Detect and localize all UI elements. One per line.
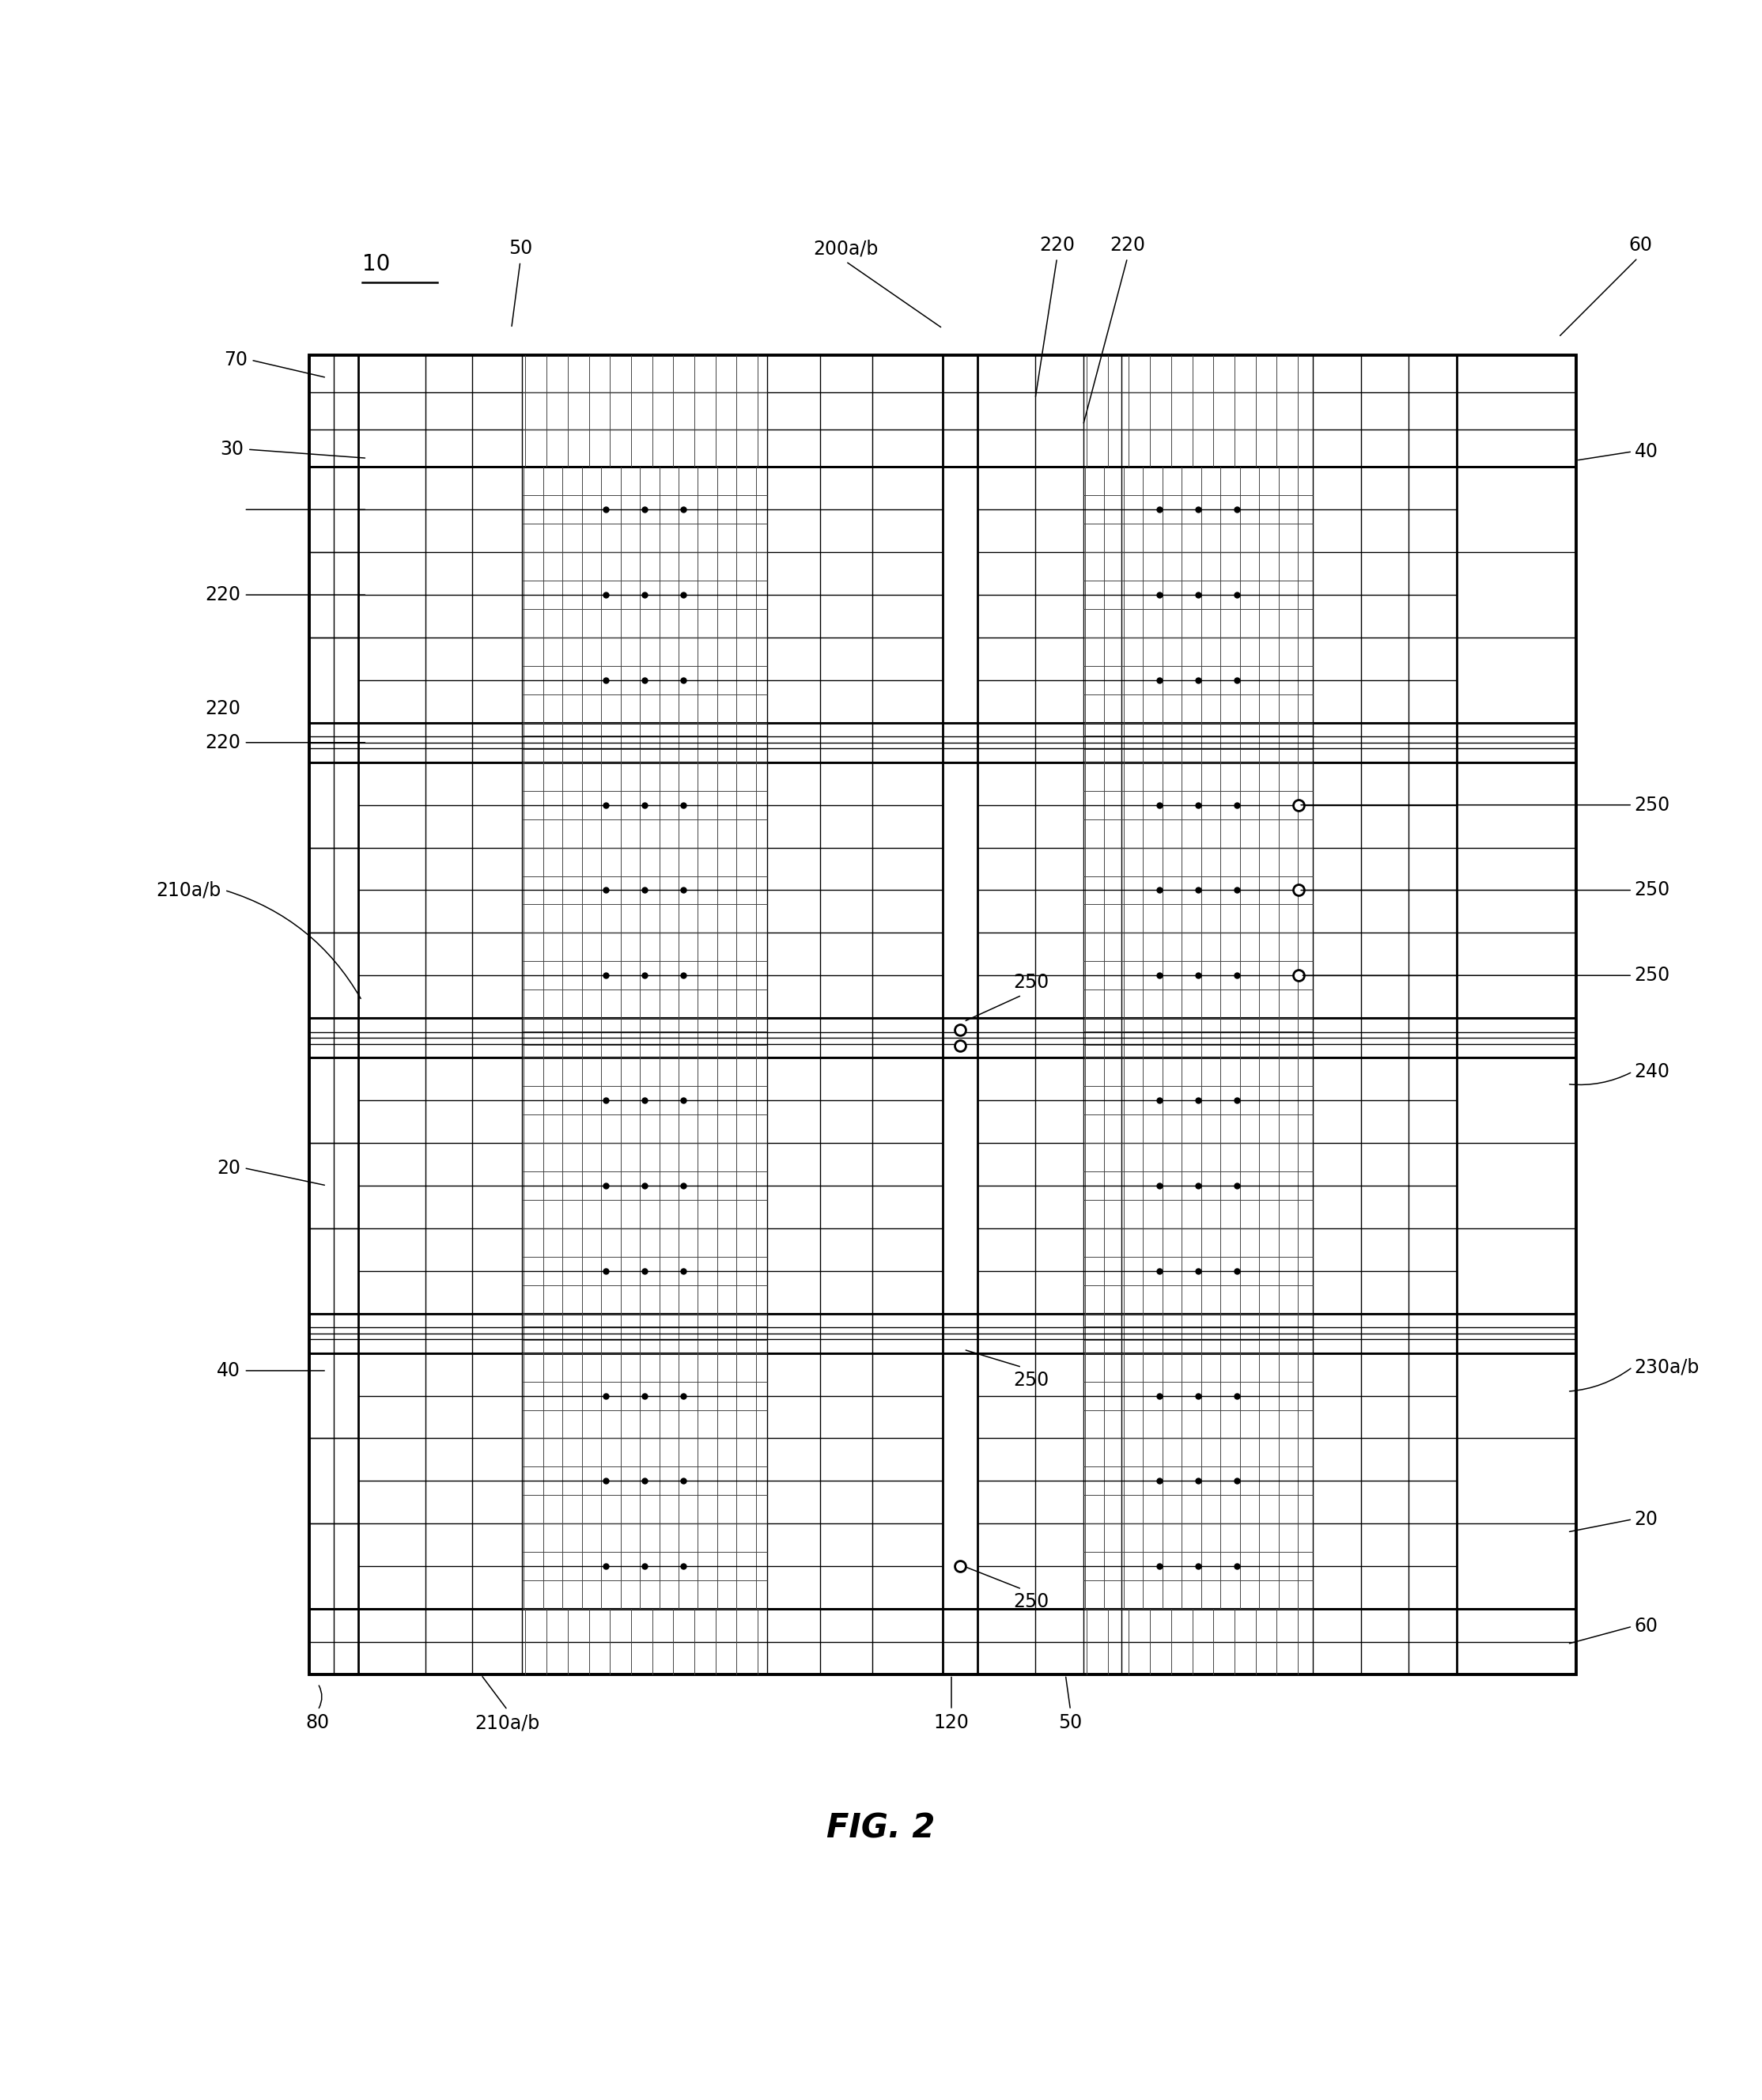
Text: 120: 120 [934,1714,969,1732]
Text: 250: 250 [1633,880,1670,899]
Text: 70: 70 [224,351,247,370]
Text: 220: 220 [204,699,240,718]
Text: 230a/b: 230a/b [1633,1357,1699,1378]
Text: FIG. 2: FIG. 2 [826,1812,936,1844]
Text: 250: 250 [1633,966,1670,985]
Text: 250: 250 [1633,796,1670,815]
Text: 40: 40 [1633,443,1658,462]
Text: 250: 250 [1013,972,1048,991]
Text: 220: 220 [1110,235,1145,254]
Text: 250: 250 [1013,1592,1048,1611]
Text: 80: 80 [307,1714,329,1732]
Text: 50: 50 [507,239,532,258]
Text: 250: 250 [1013,1371,1048,1390]
Text: 220: 220 [1040,235,1075,254]
Text: 10: 10 [361,254,389,275]
Text: 20: 20 [1633,1510,1658,1529]
Text: 200a/b: 200a/b [814,239,879,258]
Text: 220: 220 [204,733,240,752]
Text: 30: 30 [220,439,243,460]
Text: 210a/b: 210a/b [157,880,220,899]
Text: 20: 20 [217,1159,240,1178]
Text: 210a/b: 210a/b [476,1714,539,1732]
Text: 40: 40 [217,1361,240,1380]
Text: 240: 240 [1633,1063,1670,1082]
Text: 60: 60 [1628,235,1653,254]
Bar [308,355,1577,1676]
Text: 50: 50 [1059,1714,1082,1732]
Text: 60: 60 [1633,1617,1658,1636]
Text: 220: 220 [204,586,240,605]
